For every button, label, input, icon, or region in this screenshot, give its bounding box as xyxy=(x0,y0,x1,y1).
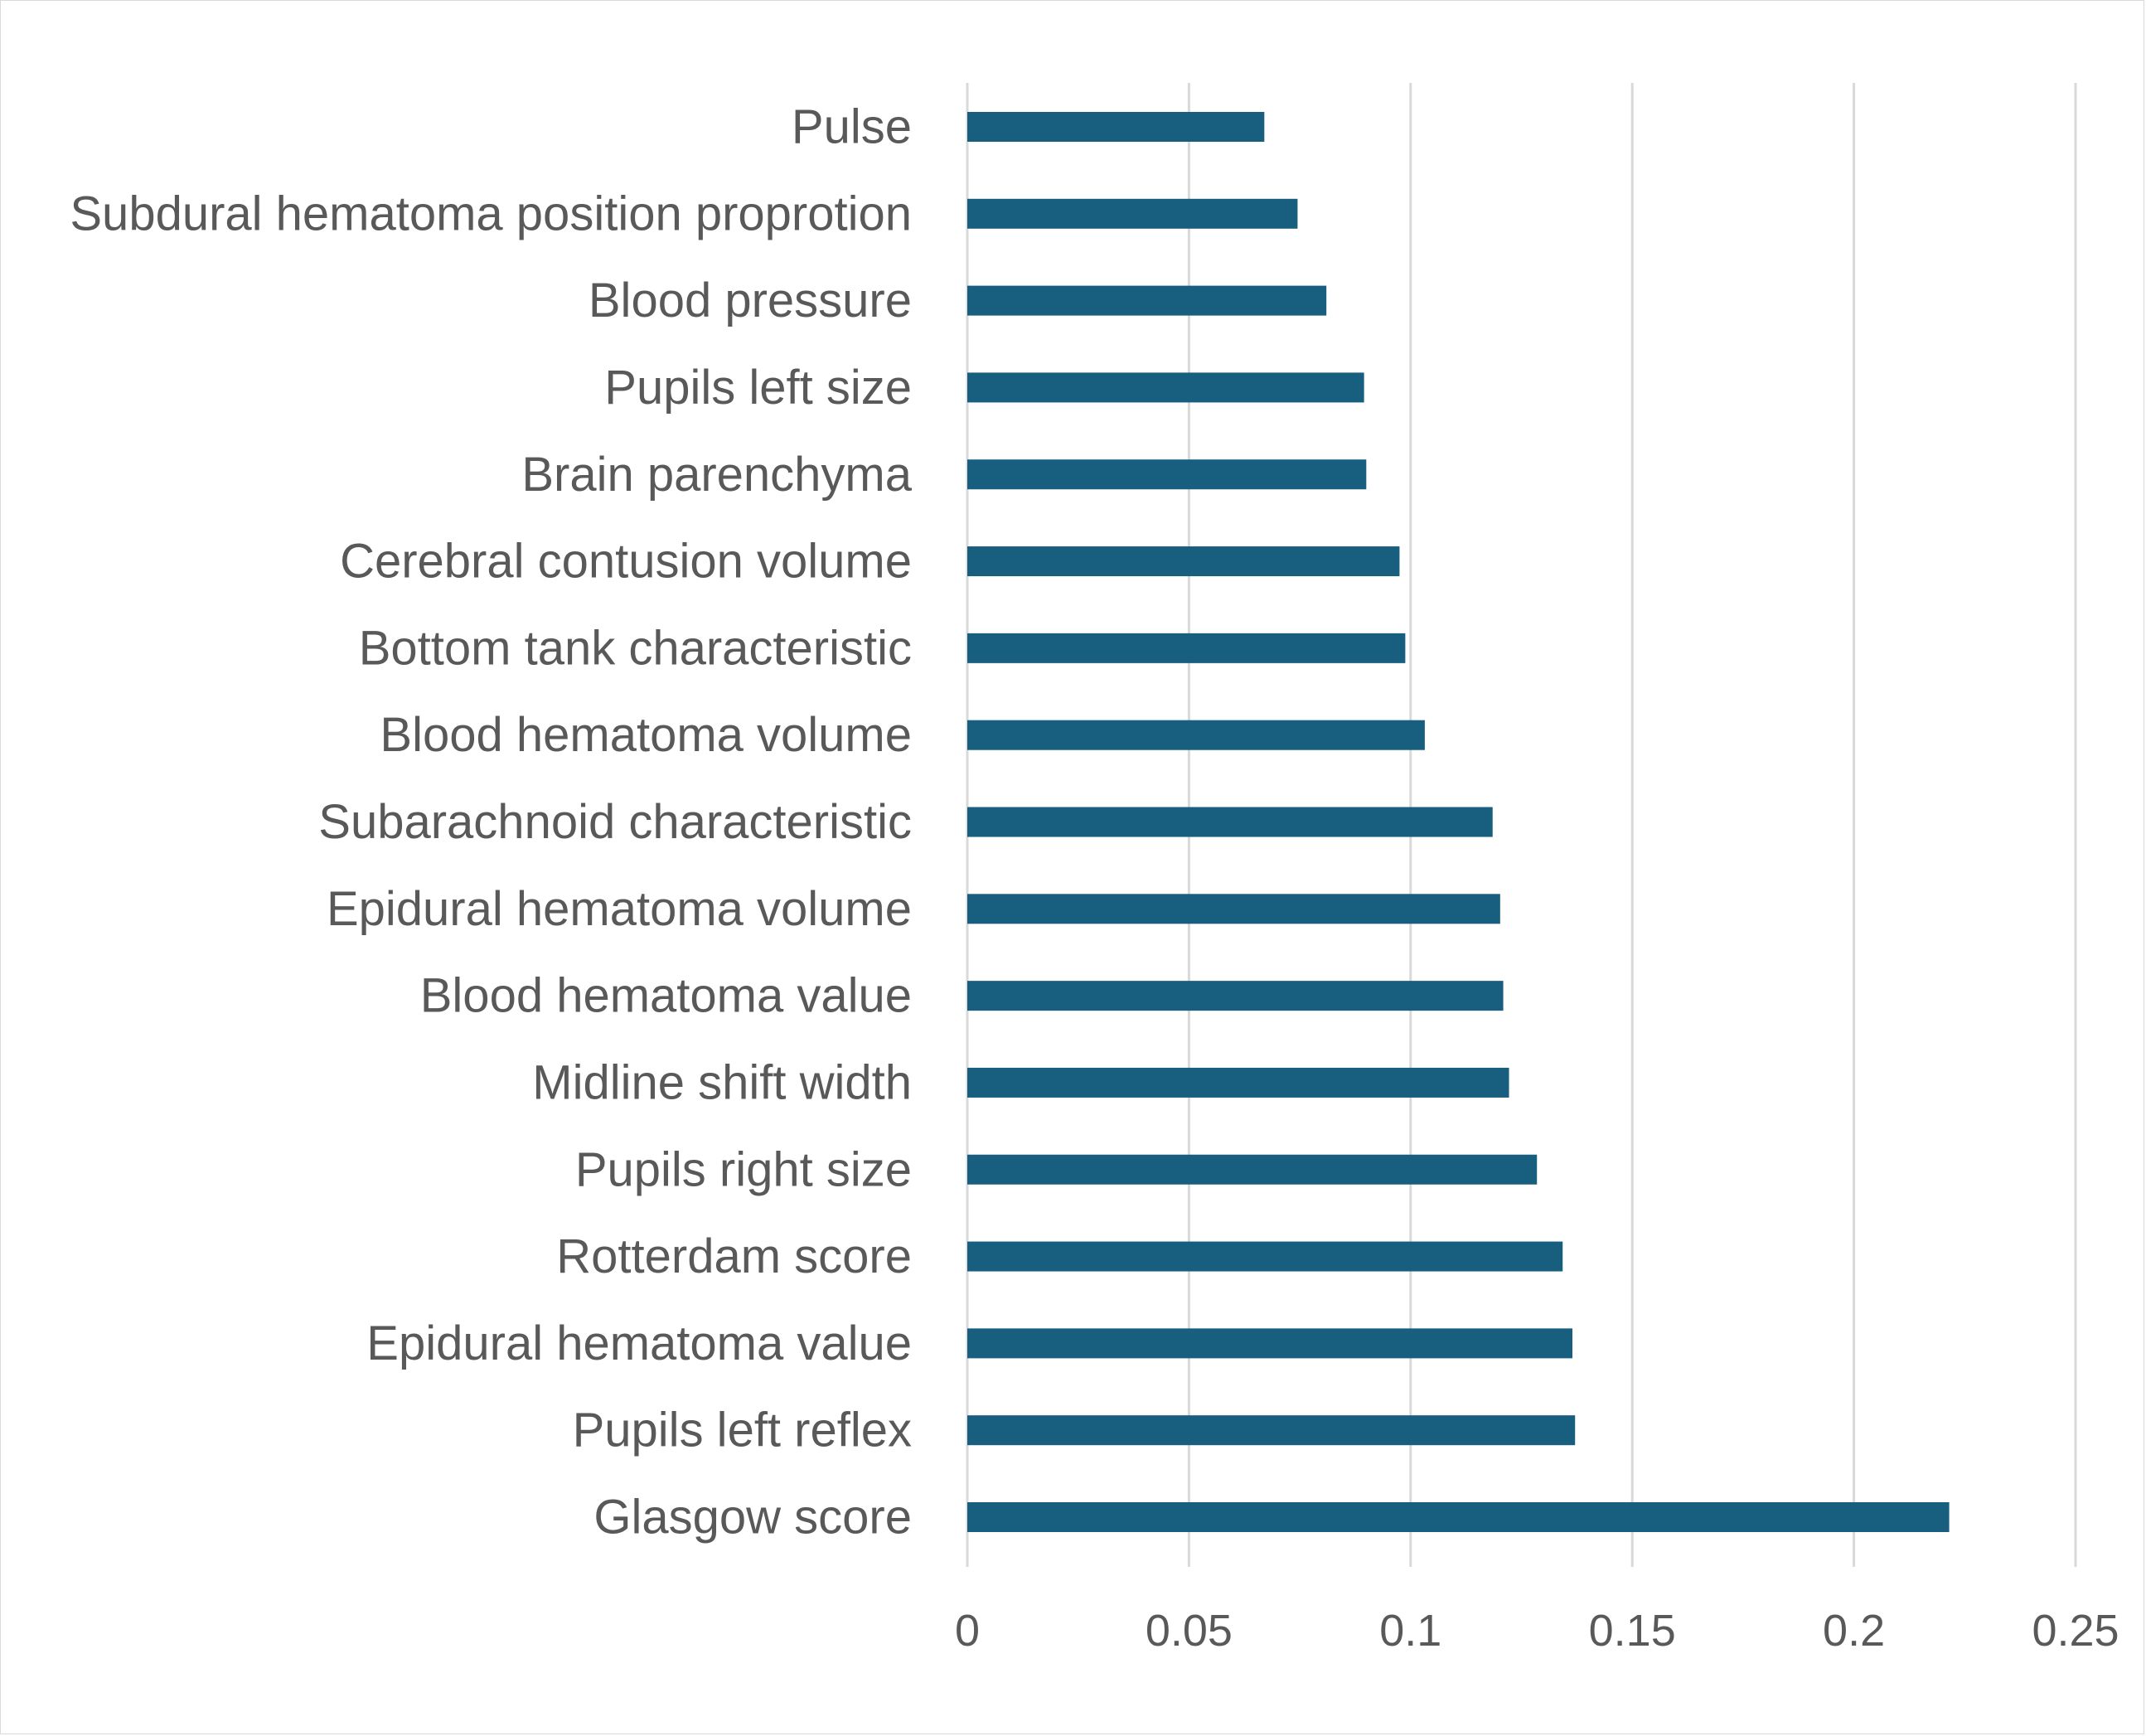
category-label: Blood pressure xyxy=(589,274,912,327)
category-label: Brain parenchyma xyxy=(521,448,912,502)
category-label: Subarachnoid characteristic xyxy=(318,795,912,849)
category-label: Blood hematoma value xyxy=(420,969,912,1023)
bar xyxy=(967,546,1400,577)
bar xyxy=(967,720,1425,750)
bar xyxy=(967,1241,1563,1272)
bar xyxy=(967,633,1406,663)
category-label: Epidural hematoma volume xyxy=(327,882,912,936)
x-tick-label: 0.15 xyxy=(1589,1606,1676,1656)
category-label: Bottom tank characteristic xyxy=(359,621,912,675)
bar xyxy=(967,1328,1573,1359)
bar xyxy=(967,112,1265,142)
bar xyxy=(967,285,1327,316)
x-tick-label: 0.2 xyxy=(1823,1606,1885,1656)
bar xyxy=(967,459,1367,490)
bar xyxy=(967,981,1504,1011)
bar xyxy=(967,1502,1950,1532)
x-tick-label: 0.05 xyxy=(1146,1606,1233,1656)
bar xyxy=(967,807,1493,837)
category-label: Cerebral contusion volume xyxy=(340,535,912,589)
x-tick-label: 0.1 xyxy=(1379,1606,1441,1656)
x-tick-label: 0 xyxy=(955,1606,980,1656)
bar xyxy=(967,372,1364,403)
category-label: Pupils right size xyxy=(575,1142,912,1196)
category-label: Pupils left size xyxy=(604,361,912,415)
bar xyxy=(967,198,1298,229)
gridlines xyxy=(966,83,2077,1567)
x-tick-labels: 0 0.05 0.1 0.15 0.2 0.25 xyxy=(955,1606,2119,1656)
category-label: Glasgow score xyxy=(593,1491,912,1544)
category-label: Midline shift width xyxy=(532,1055,912,1109)
bars xyxy=(967,112,1950,1532)
bar xyxy=(967,1415,1576,1446)
category-label: Subdural hematoma position proprotion xyxy=(70,187,912,240)
category-label: Epidural hematoma value xyxy=(366,1317,912,1370)
category-label: Pupils left reflex xyxy=(573,1404,912,1457)
bar xyxy=(967,1154,1538,1185)
category-label: Pulse xyxy=(792,100,912,154)
category-label: Rotterdam score xyxy=(556,1229,912,1283)
category-label: Blood hematoma volume xyxy=(380,708,912,762)
bar xyxy=(967,1067,1509,1098)
bar xyxy=(967,894,1500,924)
x-tick-label: 0.25 xyxy=(2032,1606,2119,1656)
category-labels: Pulse Subdural hematoma position proproti… xyxy=(70,100,912,1544)
